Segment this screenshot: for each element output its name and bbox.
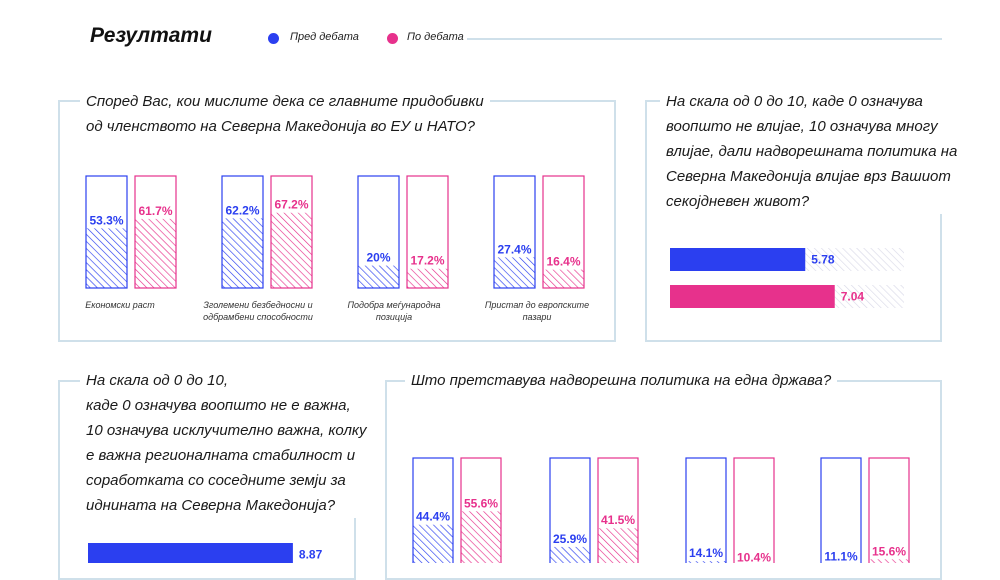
data-label: 61.7% [138,204,172,218]
gains-question-line: Според Вас, кои мислите дека се главните… [86,93,484,110]
bar [86,228,127,288]
regional-question-line: соработката со соседните земји за [86,472,346,489]
regional-question-line: иднината на Северна Македонија? [86,497,336,514]
bar [598,528,638,563]
regional-question-line: каде 0 означува воопшто не е важна, [86,397,351,414]
bar [358,265,399,288]
data-label: 17.2% [410,254,444,268]
category-label: Подобра меѓународна позиција [347,300,441,322]
bar [869,559,909,563]
influence-question-line: влијае, дали надворешната политика на [666,143,958,160]
page-title: Резултати [90,24,212,47]
bar-frame [412,457,454,563]
data-label: 20% [366,251,390,265]
data-label: 7.04 [841,290,865,304]
bar-frame [820,457,862,563]
data-label: 10.4% [737,551,771,563]
bar [686,561,726,563]
category-label: Зголемени безбедносни и одбрамбени спосо… [203,300,313,322]
foreign-question: Што претставува надворешна политика на е… [405,368,838,393]
bar [135,218,176,288]
bar-frame [597,457,639,563]
data-label: 27.4% [497,242,531,256]
influence-question-line: Северна Македонија влијае врз Вашиот [666,168,951,185]
gains-chart: 53.3% 62.2% 20% 27.4% 61.7% 67.2% 17.2% 16.4% 44… [85,175,910,563]
bar [670,285,835,308]
data-label: 5.78 [811,253,835,267]
bar [494,257,535,288]
bar [550,546,590,563]
regional-question-line: На скала од 0 до 10, [86,372,229,389]
bar [222,218,263,288]
data-label: 53.3% [89,213,123,227]
regional-question-line: 10 означува исклучително важна, колку [86,422,367,439]
data-label: 11.1% [824,550,858,563]
legend-dot-before [268,33,279,44]
foreign-panel [385,380,942,580]
data-label: 41.5% [601,513,635,527]
data-label: 62.2% [225,203,259,217]
data-label: 16.4% [546,255,580,269]
data-label: 67.2% [274,198,308,212]
data-label: 55.6% [464,496,498,510]
legend-label-after: По дебата [407,31,464,43]
data-label: 14.1% [689,546,723,560]
bar-frame [549,457,591,563]
gains-question: Според Вас, кои мислите дека се главните… [80,89,490,139]
bar-frame [685,457,727,563]
data-label: 15.6% [872,544,906,558]
category-label: Економски раст [85,300,155,310]
category-label: Пристап до европските пазари [484,300,590,322]
legend-dot-after [387,33,398,44]
regional-question-line: е важна регионалната стабилност и [86,447,356,464]
bar-frame [733,457,775,563]
influence-question: На скала од 0 до 10, каде 0 означува воо… [660,89,964,214]
data-label: 44.4% [416,510,450,524]
data-label: 25.9% [553,532,587,546]
influence-question-line: воопшто не влијае, 10 означува многу [666,118,938,135]
bar [88,543,293,563]
bar [271,212,312,288]
bar [670,248,806,271]
header-rule [467,38,942,40]
influence-question-line: На скала од 0 до 10, каде 0 означува [666,93,923,110]
bar [543,269,584,288]
bar [413,524,453,563]
foreign-question-line: Што претставува надворешна политика на е… [411,372,832,389]
bar-frame [868,457,910,563]
influence-question-line: секојдневен живот? [666,193,810,210]
bar [407,268,448,288]
gains-question-line: од членството на Северна Македонија во Е… [86,118,475,135]
regional-question: На скала од 0 до 10, каде 0 означува воо… [80,368,373,518]
data-label: 8.87 [299,548,323,562]
bar [461,511,501,563]
legend-label-before: Пред дебата [290,31,359,43]
